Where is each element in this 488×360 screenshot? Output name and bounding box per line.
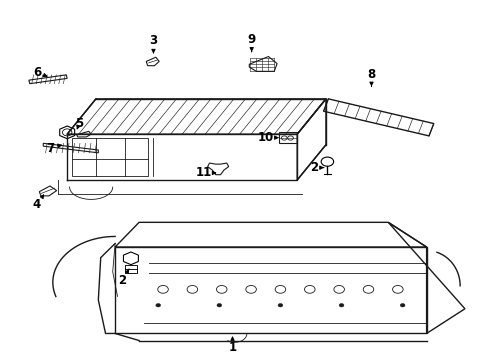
Circle shape bbox=[278, 303, 282, 307]
Text: 2: 2 bbox=[118, 269, 129, 287]
Circle shape bbox=[217, 303, 221, 307]
Text: 7: 7 bbox=[46, 142, 61, 155]
Bar bbox=[279, 132, 297, 143]
Text: 10: 10 bbox=[257, 131, 277, 144]
Text: 11: 11 bbox=[195, 166, 215, 179]
Text: 2: 2 bbox=[309, 161, 323, 174]
Text: 4: 4 bbox=[33, 195, 43, 211]
Circle shape bbox=[339, 303, 343, 307]
Text: 9: 9 bbox=[247, 33, 255, 52]
Text: 5: 5 bbox=[75, 117, 83, 130]
Text: 6: 6 bbox=[33, 66, 47, 79]
Text: 8: 8 bbox=[366, 68, 375, 86]
Circle shape bbox=[156, 303, 160, 307]
Circle shape bbox=[399, 303, 404, 307]
Text: 3: 3 bbox=[149, 34, 157, 53]
Text: 1: 1 bbox=[228, 337, 236, 354]
